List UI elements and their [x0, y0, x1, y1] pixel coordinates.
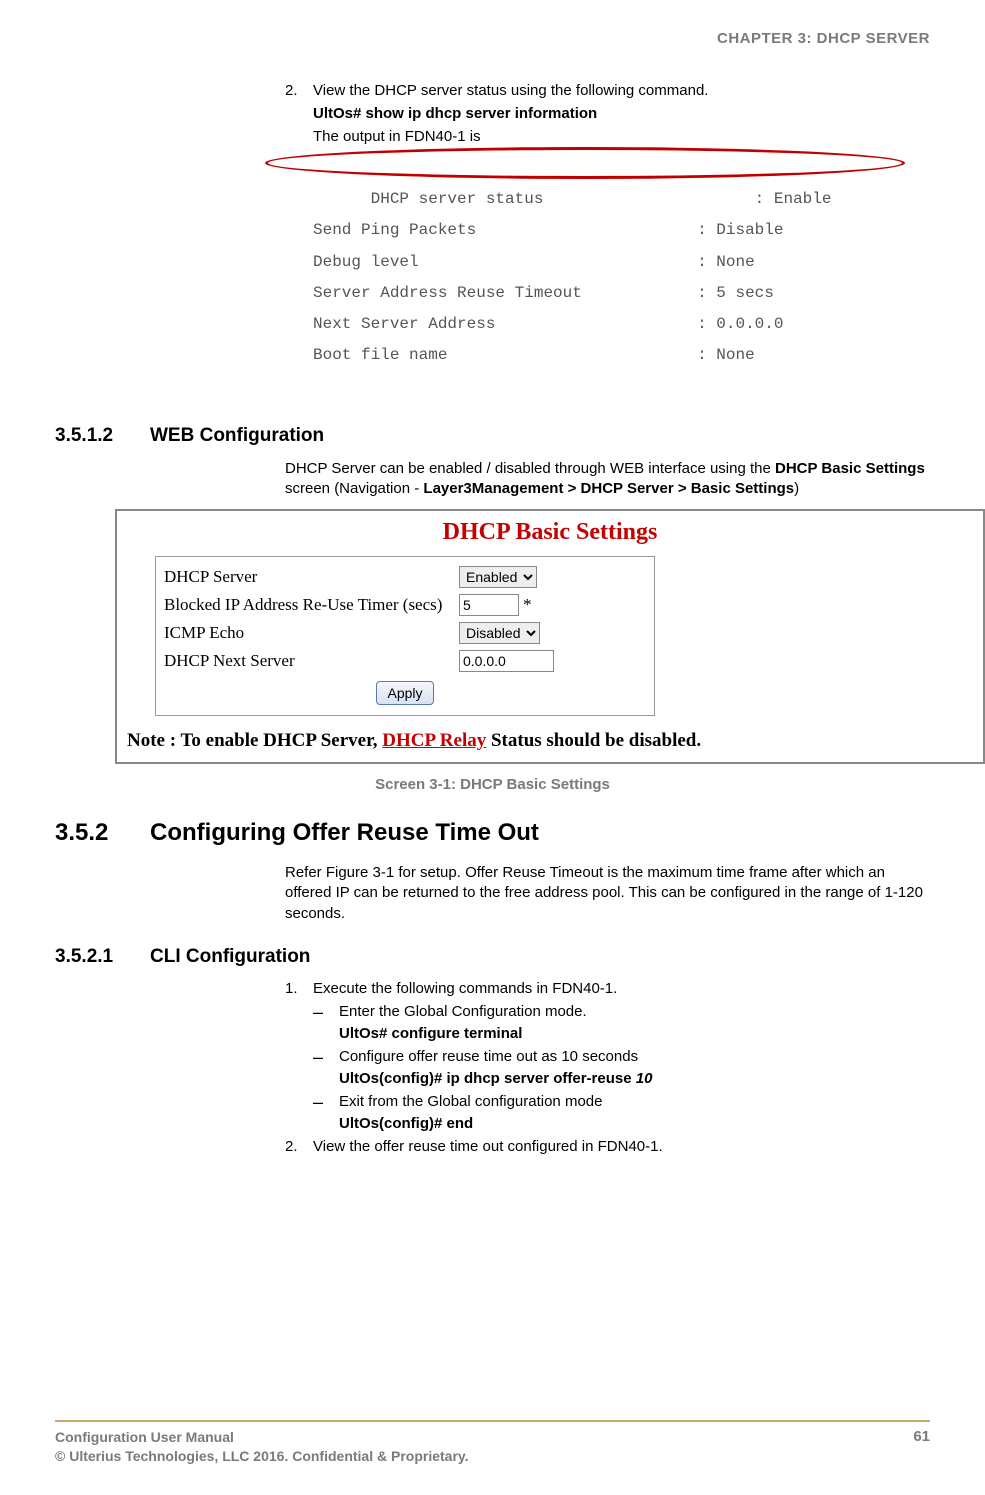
section-number: 3.5.2.1: [55, 946, 150, 968]
para-bold: DHCP Basic Settings: [775, 460, 925, 477]
command-line: UltOs(config)# end: [339, 1115, 930, 1132]
row-blocked-timer: Blocked IP Address Re-Use Timer (secs) *: [164, 591, 646, 619]
row-icmp-echo: ICMP Echo Disabled: [164, 619, 646, 647]
step-number: 1.: [285, 980, 313, 997]
apply-row: Apply: [164, 681, 646, 705]
command-line: UltOs(config)# ip dhcp server offer-reus…: [339, 1070, 930, 1087]
select-icmp-echo[interactable]: Disabled: [459, 622, 540, 644]
required-mark: *: [523, 595, 532, 615]
substep-text: Configure offer reuse time out as 10 sec…: [339, 1048, 930, 1066]
screenshot-title: DHCP Basic Settings: [127, 519, 973, 546]
dhcp-settings-screenshot: DHCP Basic Settings DHCP Server Enabled …: [115, 509, 985, 764]
highlight-ellipse: [265, 147, 905, 179]
label-next-server: DHCP Next Server: [164, 651, 459, 671]
footer-copyright: © Ulterius Technologies, LLC 2016. Confi…: [55, 1447, 469, 1467]
step-number: 2.: [285, 82, 313, 99]
apply-button[interactable]: Apply: [376, 681, 433, 705]
para-text: ): [794, 480, 799, 497]
substep-text: Exit from the Global configuration mode: [339, 1093, 930, 1111]
step-text: View the DHCP server status using the fo…: [313, 82, 930, 99]
substep-a: – Enter the Global Configuration mode.: [313, 1003, 930, 1021]
substep-c: – Exit from the Global configuration mod…: [313, 1093, 930, 1111]
section-title: WEB Configuration: [150, 425, 324, 446]
section-352-heading: 3.5.2Configuring Offer Reuse Time Out: [55, 819, 930, 847]
para-bold: Layer3Management > DHCP Server > Basic S…: [423, 480, 794, 497]
chapter-header: CHAPTER 3: DHCP SERVER: [55, 30, 930, 47]
para-text: DHCP Server can be enabled / disabled th…: [285, 460, 775, 477]
page-number: 61: [913, 1428, 930, 1467]
note-text: Status should be disabled.: [486, 730, 701, 751]
cli-steps-block: 1. Execute the following commands in FDN…: [285, 980, 930, 1155]
step-text: View the offer reuse time out configured…: [313, 1138, 930, 1155]
section-title: Configuring Offer Reuse Time Out: [150, 819, 539, 846]
substep-b: – Configure offer reuse time out as 10 s…: [313, 1048, 930, 1066]
dash-icon: –: [313, 1093, 339, 1111]
dhcp-relay-link[interactable]: DHCP Relay: [382, 730, 486, 751]
output-intro: The output in FDN40-1 is: [313, 128, 930, 145]
footer-title: Configuration User Manual: [55, 1428, 469, 1448]
terminal-output: DHCP server status : Enable Send Ping Pa…: [313, 153, 930, 403]
step-2-block: 2. View the DHCP server status using the…: [285, 82, 930, 403]
screenshot-note: Note : To enable DHCP Server, DHCP Relay…: [127, 730, 973, 752]
screenshot-caption: Screen 3-1: DHCP Basic Settings: [55, 776, 930, 793]
select-dhcp-server[interactable]: Enabled: [459, 566, 537, 588]
label-dhcp-server: DHCP Server: [164, 567, 459, 587]
dash-icon: –: [313, 1003, 339, 1021]
section-title: CLI Configuration: [150, 946, 310, 967]
settings-form: DHCP Server Enabled Blocked IP Address R…: [155, 556, 655, 716]
para-text: screen (Navigation -: [285, 480, 423, 497]
step-text: Execute the following commands in FDN40-…: [313, 980, 930, 997]
dash-icon: –: [313, 1048, 339, 1066]
label-icmp-echo: ICMP Echo: [164, 623, 459, 643]
section-number: 3.5.1.2: [55, 425, 150, 447]
label-blocked-timer: Blocked IP Address Re-Use Timer (secs): [164, 595, 459, 615]
row-dhcp-server: DHCP Server Enabled: [164, 563, 646, 591]
input-next-server[interactable]: [459, 650, 554, 672]
section-number: 3.5.2: [55, 819, 150, 847]
mono-text: DHCP server status : Enable Send Ping Pa…: [313, 190, 831, 364]
cmd-text: UltOs(config)# ip dhcp server offer-reus…: [339, 1070, 636, 1087]
command-line: UltOs# show ip dhcp server information: [313, 105, 930, 122]
section-3512-para: DHCP Server can be enabled / disabled th…: [285, 459, 930, 500]
page: CHAPTER 3: DHCP SERVER 2. View the DHCP …: [0, 0, 985, 1495]
section-3512-heading: 3.5.1.2WEB Configuration: [55, 425, 930, 447]
note-text: Note : To enable DHCP Server,: [127, 730, 382, 751]
footer-left: Configuration User Manual © Ulterius Tec…: [55, 1428, 469, 1467]
section-3521-heading: 3.5.2.1CLI Configuration: [55, 946, 930, 968]
page-footer: Configuration User Manual © Ulterius Tec…: [55, 1420, 930, 1467]
cmd-arg: 10: [636, 1070, 653, 1087]
section-352-para: Refer Figure 3-1 for setup. Offer Reuse …: [285, 863, 930, 924]
input-blocked-timer[interactable]: [459, 594, 519, 616]
command-line: UltOs# configure terminal: [339, 1025, 930, 1042]
step-number: 2.: [285, 1138, 313, 1155]
row-next-server: DHCP Next Server: [164, 647, 646, 675]
substep-text: Enter the Global Configuration mode.: [339, 1003, 930, 1021]
